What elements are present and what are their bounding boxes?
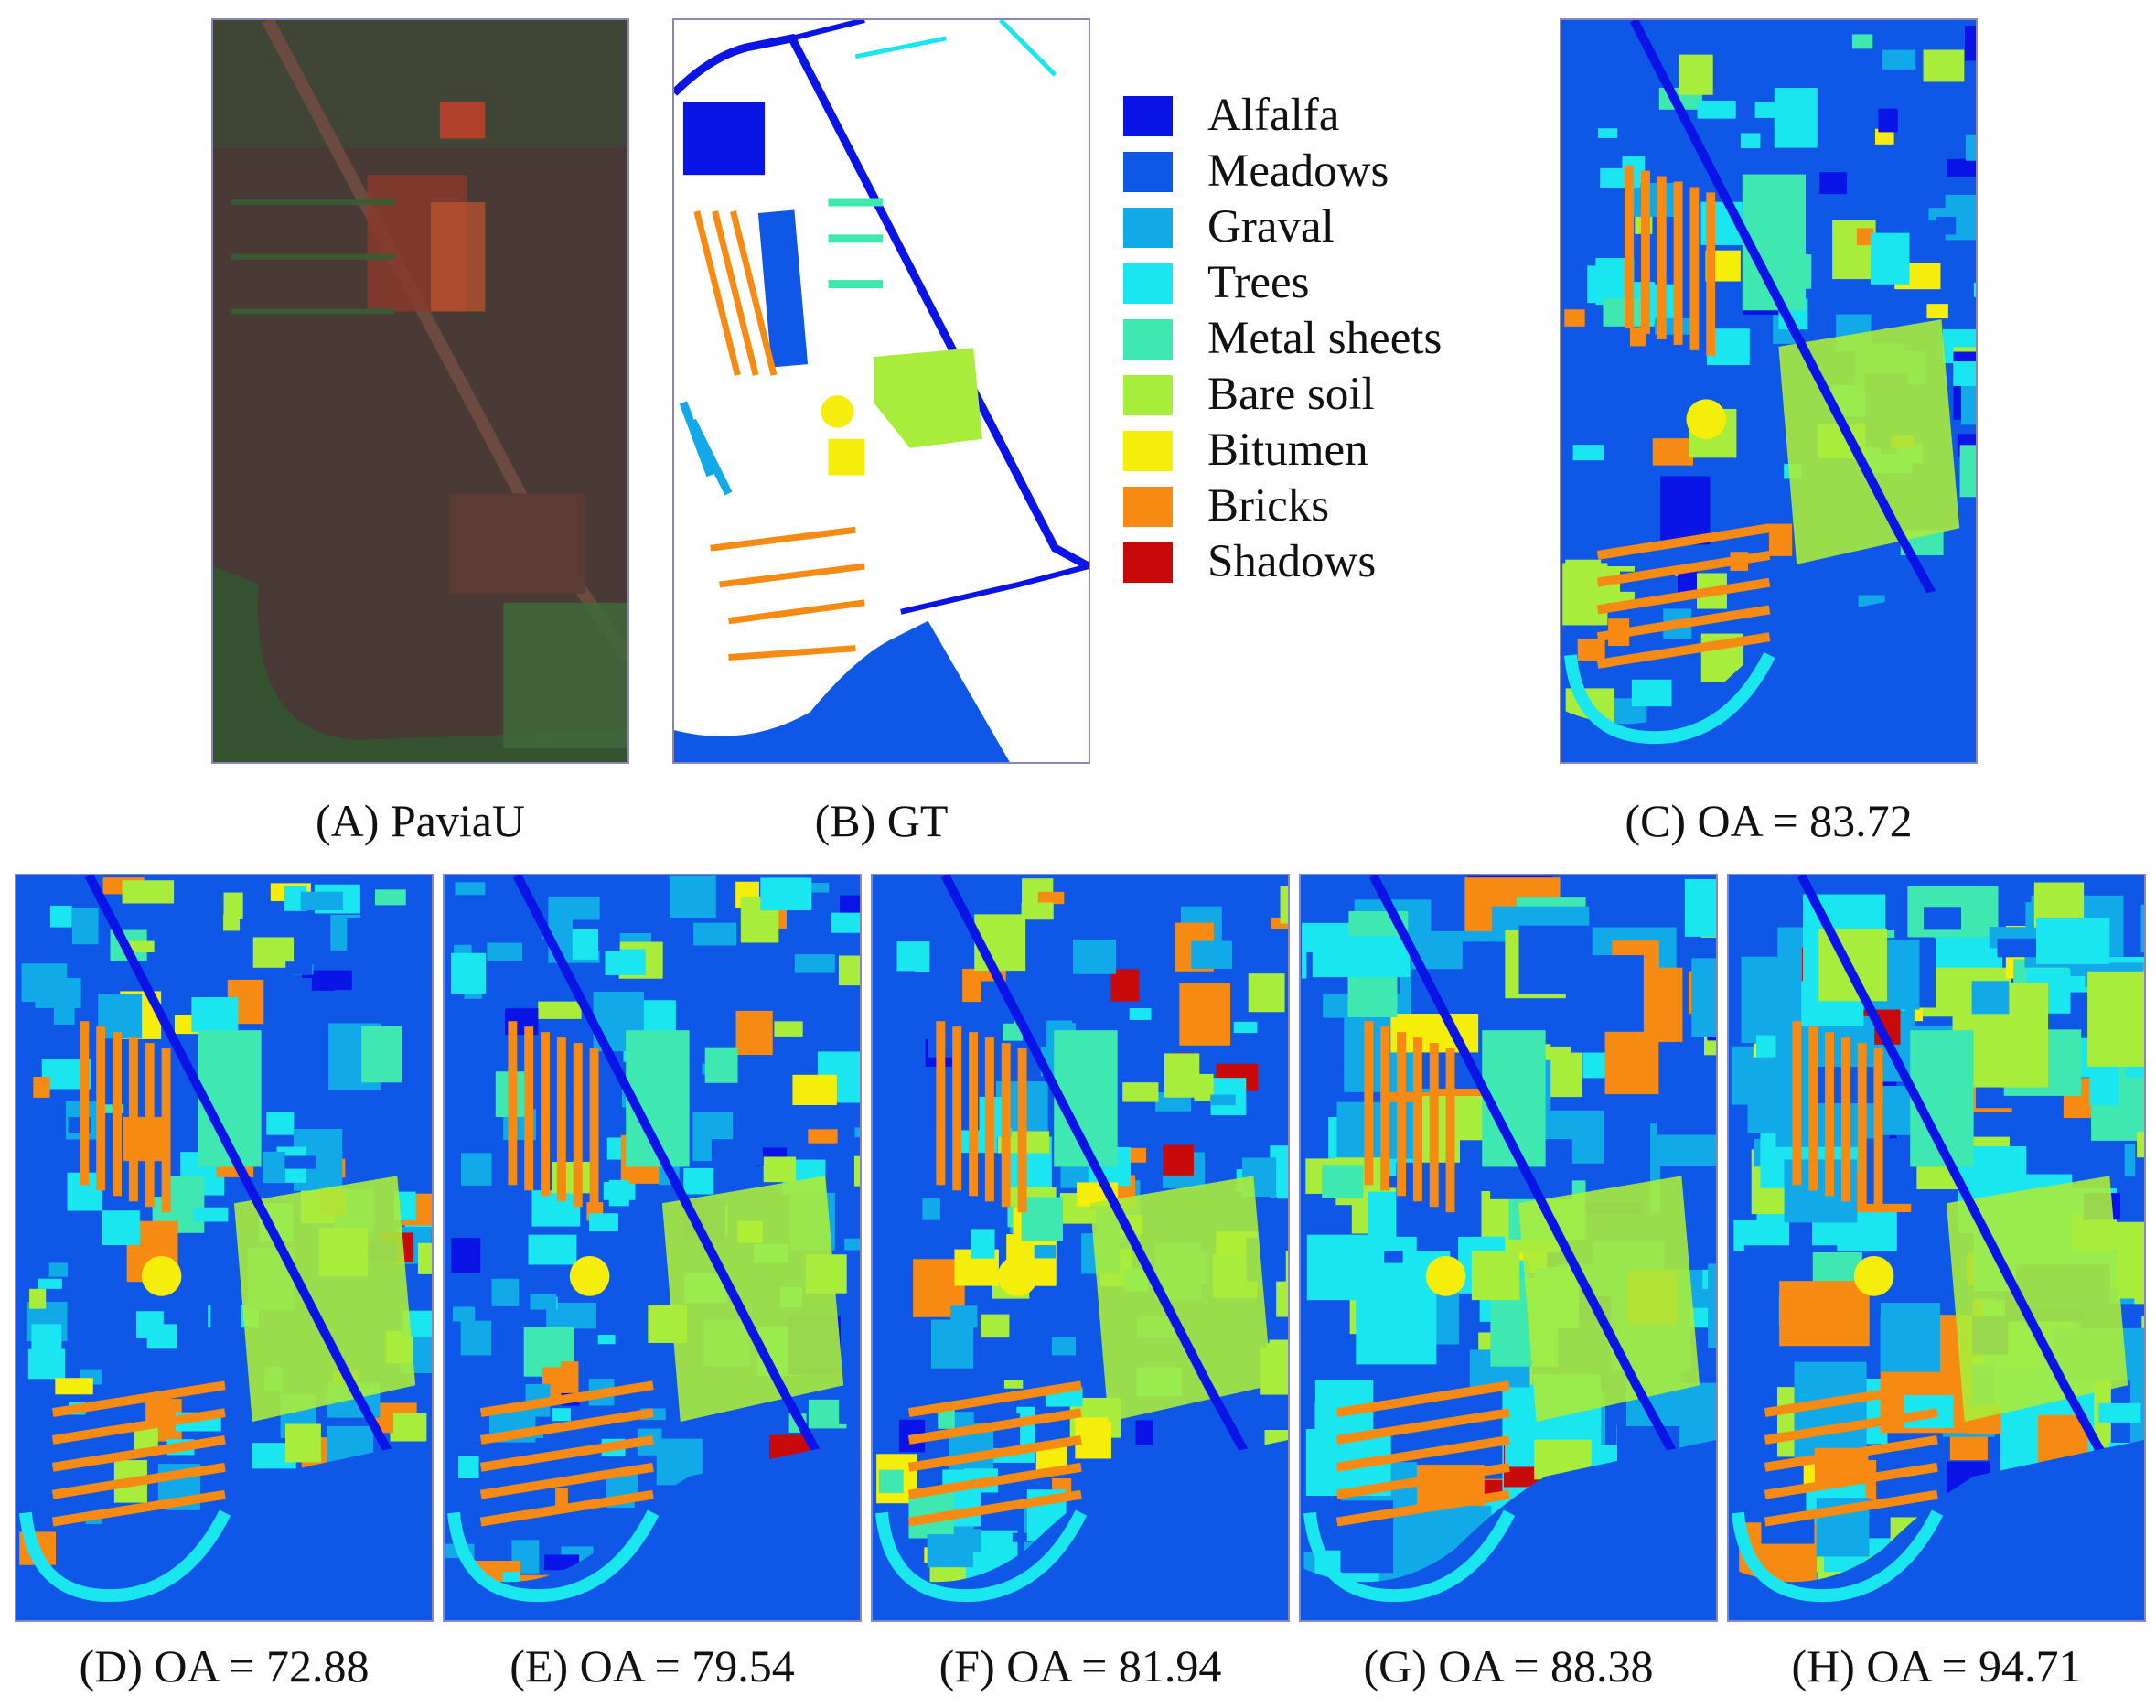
legend-swatch	[1123, 542, 1173, 583]
classification-map-f	[871, 874, 1290, 1622]
legend-item-bare-soil: Bare soil	[1123, 367, 1507, 423]
legend-label: Bitumen	[1207, 424, 1368, 476]
legend-item-bricks: Bricks	[1123, 478, 1507, 534]
caption-e: (E) OA = 79.54	[510, 1640, 795, 1692]
caption-c: (C) OA = 83.72	[1625, 795, 1913, 846]
legend-item-graval: Graval	[1123, 199, 1507, 255]
classification-map-g	[1299, 874, 1718, 1622]
class-legend: Alfalfa Meadows Graval Trees Metal sheet…	[1123, 88, 1507, 590]
classification-map-svg	[873, 875, 1288, 1620]
classification-map-svg	[445, 875, 860, 1620]
paviau-rgb-svg	[213, 20, 627, 762]
caption-g: (G) OA = 88.38	[1363, 1640, 1654, 1692]
legend-swatch	[1123, 486, 1173, 527]
classification-map-svg	[1729, 875, 2144, 1620]
ground-truth-map	[672, 18, 1090, 764]
paviau-rgb-image	[211, 18, 629, 764]
caption-h: (H) OA = 94.71	[1791, 1640, 2082, 1692]
legend-item-trees: Trees	[1123, 255, 1507, 311]
legend-label: Bricks	[1207, 480, 1330, 532]
legend-label: Bare soil	[1207, 369, 1375, 420]
legend-swatch	[1123, 207, 1173, 248]
classification-map-h	[1727, 874, 2146, 1622]
classification-map-svg	[1561, 20, 1976, 762]
legend-label: Graval	[1207, 201, 1335, 252]
legend-label: Metal sheets	[1207, 313, 1443, 364]
legend-swatch	[1123, 318, 1173, 360]
legend-swatch	[1123, 263, 1173, 304]
legend-item-shadows: Shadows	[1123, 534, 1507, 590]
caption-b: (B) GT	[814, 795, 949, 846]
classification-map-d	[15, 874, 434, 1622]
classification-map-c	[1560, 18, 1978, 764]
classification-map-svg	[1301, 875, 1716, 1620]
legend-swatch	[1123, 151, 1173, 192]
legend-label: Trees	[1207, 257, 1310, 308]
legend-item-alfalfa: Alfalfa	[1123, 88, 1507, 144]
caption-a: (A) PaviaU	[315, 795, 526, 846]
classification-map-svg	[16, 875, 432, 1620]
legend-item-meadows: Meadows	[1123, 144, 1507, 199]
legend-item-metal-sheets: Metal sheets	[1123, 311, 1507, 367]
legend-label: Shadows	[1207, 536, 1377, 587]
legend-swatch	[1123, 374, 1173, 415]
legend-swatch	[1123, 430, 1173, 471]
legend-label: Meadows	[1207, 145, 1389, 197]
legend-label: Alfalfa	[1207, 90, 1340, 141]
legend-item-bitumen: Bitumen	[1123, 423, 1507, 478]
ground-truth-svg	[674, 20, 1089, 762]
classification-map-e	[443, 874, 862, 1622]
caption-d: (D) OA = 72.88	[79, 1640, 370, 1692]
caption-f: (F) OA = 81.94	[939, 1640, 1222, 1692]
legend-swatch	[1123, 95, 1173, 136]
